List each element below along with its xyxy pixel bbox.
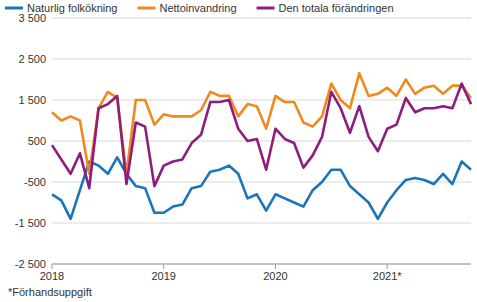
grid-line xyxy=(52,141,471,142)
legend-key xyxy=(5,7,23,10)
x-tick xyxy=(52,264,53,269)
y-tick-label: 500 xyxy=(28,135,46,147)
series-line xyxy=(52,84,471,189)
x-tick xyxy=(163,264,164,269)
legend-label: Den totala förändringen xyxy=(279,2,394,14)
legend-label: Naturlig folkökning xyxy=(27,2,118,14)
legend-key xyxy=(257,7,275,10)
chart: -2 500-1 500-5005001 5002 5003 500201820… xyxy=(0,0,477,302)
x-tick xyxy=(387,264,388,269)
x-tick-label: 2019 xyxy=(151,270,175,282)
x-tick xyxy=(275,264,276,269)
grid-line xyxy=(52,264,471,265)
grid-line xyxy=(52,18,471,19)
grid-line xyxy=(52,182,471,183)
y-tick-label: -1 500 xyxy=(15,217,46,229)
grid-line xyxy=(52,59,471,60)
x-tick-label: 2021* xyxy=(373,270,402,282)
legend-key xyxy=(138,7,156,10)
y-tick-label: 1 500 xyxy=(18,94,46,106)
x-axis xyxy=(52,264,471,265)
legend-label: Nettoinvandring xyxy=(160,2,237,14)
grid-line xyxy=(52,223,471,224)
x-tick-label: 2018 xyxy=(40,270,64,282)
y-tick-label: -500 xyxy=(24,176,46,188)
series-line xyxy=(52,157,471,219)
y-tick-label: 2 500 xyxy=(18,53,46,65)
plot-area xyxy=(52,73,471,219)
x-tick-label: 2020 xyxy=(263,270,287,282)
note: *Förhandsuppgift xyxy=(8,286,92,298)
y-tick-label: -2 500 xyxy=(15,258,46,270)
